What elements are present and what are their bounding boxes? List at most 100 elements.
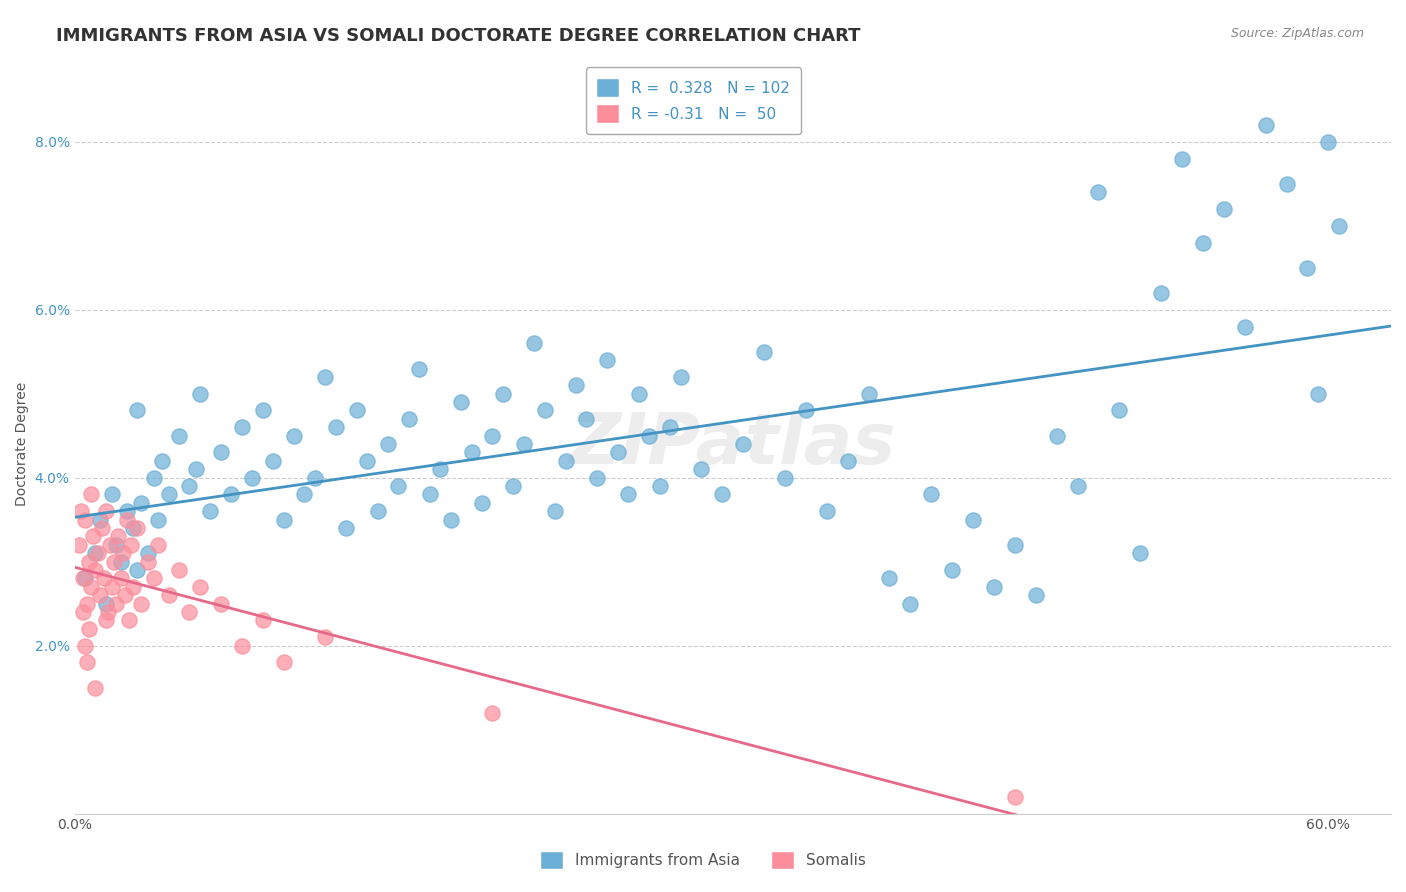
- Point: [962, 513, 984, 527]
- Point: [367, 504, 389, 518]
- Point: [325, 420, 347, 434]
- Point: [606, 445, 628, 459]
- Point: [73, 513, 96, 527]
- Point: [146, 513, 169, 527]
- Point: [627, 386, 650, 401]
- Point: [90, 521, 112, 535]
- Point: [1129, 546, 1152, 560]
- Point: [89, 513, 111, 527]
- Point: [188, 386, 211, 401]
- Point: [273, 656, 295, 670]
- Point: [900, 597, 922, 611]
- Point: [136, 546, 159, 560]
- Point: [575, 412, 598, 426]
- Point: [711, 487, 734, 501]
- Point: [120, 538, 142, 552]
- Point: [429, 462, 451, 476]
- Point: [304, 470, 326, 484]
- Point: [513, 437, 536, 451]
- Point: [408, 361, 430, 376]
- Point: [72, 605, 94, 619]
- Point: [419, 487, 441, 501]
- Point: [659, 420, 682, 434]
- Point: [188, 580, 211, 594]
- Point: [76, 656, 98, 670]
- Point: [837, 454, 859, 468]
- Point: [84, 563, 107, 577]
- Point: [858, 386, 880, 401]
- Point: [1275, 177, 1298, 191]
- Point: [127, 521, 149, 535]
- Point: [1108, 403, 1130, 417]
- Point: [638, 428, 661, 442]
- Point: [440, 513, 463, 527]
- Point: [94, 504, 117, 518]
- Point: [84, 681, 107, 695]
- Point: [231, 639, 253, 653]
- Point: [122, 521, 145, 535]
- Point: [101, 487, 124, 501]
- Point: [107, 529, 129, 543]
- Point: [97, 605, 120, 619]
- Point: [167, 563, 190, 577]
- Point: [114, 588, 136, 602]
- Point: [84, 546, 107, 560]
- Point: [142, 470, 165, 484]
- Point: [110, 571, 132, 585]
- Point: [136, 555, 159, 569]
- Point: [1233, 319, 1256, 334]
- Point: [533, 403, 555, 417]
- Point: [73, 571, 96, 585]
- Point: [752, 344, 775, 359]
- Point: [73, 639, 96, 653]
- Point: [617, 487, 640, 501]
- Legend: R =  0.328   N = 102, R = -0.31   N =  50: R = 0.328 N = 102, R = -0.31 N = 50: [585, 68, 801, 134]
- Point: [283, 428, 305, 442]
- Point: [150, 454, 173, 468]
- Point: [314, 370, 336, 384]
- Point: [1066, 479, 1088, 493]
- Point: [115, 504, 138, 518]
- Text: Source: ZipAtlas.com: Source: ZipAtlas.com: [1230, 27, 1364, 40]
- Point: [1004, 789, 1026, 804]
- Point: [240, 470, 263, 484]
- Point: [94, 597, 117, 611]
- Point: [523, 336, 546, 351]
- Point: [157, 487, 180, 501]
- Point: [450, 395, 472, 409]
- Point: [1004, 538, 1026, 552]
- Point: [460, 445, 482, 459]
- Point: [335, 521, 357, 535]
- Point: [983, 580, 1005, 594]
- Point: [1150, 285, 1173, 300]
- Point: [69, 504, 91, 518]
- Point: [77, 622, 100, 636]
- Point: [179, 605, 201, 619]
- Point: [167, 428, 190, 442]
- Point: [565, 378, 588, 392]
- Point: [941, 563, 963, 577]
- Point: [1192, 235, 1215, 250]
- Point: [157, 588, 180, 602]
- Point: [101, 580, 124, 594]
- Point: [1296, 260, 1319, 275]
- Point: [127, 403, 149, 417]
- Text: ZIPatlas: ZIPatlas: [569, 409, 897, 479]
- Point: [103, 555, 125, 569]
- Point: [93, 571, 115, 585]
- Point: [86, 546, 108, 560]
- Point: [184, 462, 207, 476]
- Point: [118, 614, 141, 628]
- Point: [89, 588, 111, 602]
- Point: [262, 454, 284, 468]
- Point: [80, 487, 103, 501]
- Point: [231, 420, 253, 434]
- Point: [131, 597, 153, 611]
- Point: [648, 479, 671, 493]
- Point: [82, 529, 104, 543]
- Point: [67, 538, 90, 552]
- Point: [115, 513, 138, 527]
- Point: [127, 563, 149, 577]
- Point: [72, 571, 94, 585]
- Point: [346, 403, 368, 417]
